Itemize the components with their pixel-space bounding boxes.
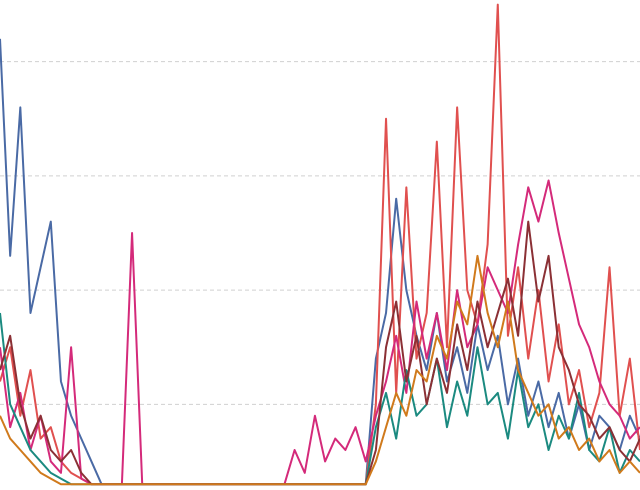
series-line <box>0 254 640 486</box>
series-line <box>0 220 640 486</box>
series-line <box>0 38 640 486</box>
series-line <box>0 3 640 486</box>
